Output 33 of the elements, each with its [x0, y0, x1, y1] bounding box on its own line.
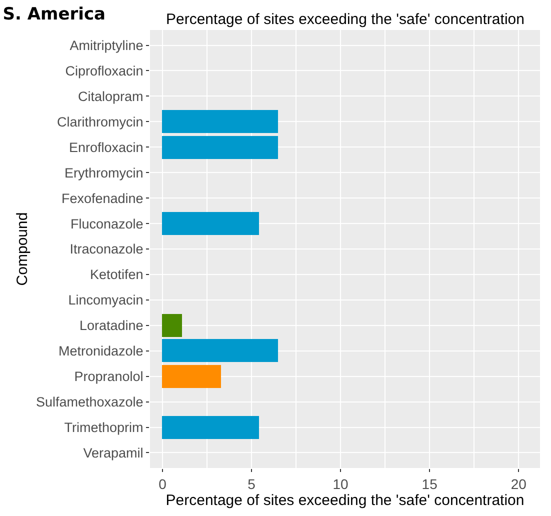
x-tick-label: 10: [332, 476, 349, 492]
bar: [162, 365, 221, 388]
y-tick-label: Ketotifen: [90, 267, 144, 282]
bar: [162, 212, 259, 235]
bar: [162, 136, 278, 159]
y-tick-label: Clarithromycin: [57, 114, 144, 130]
y-tick-label: Sulfamethoxazole: [36, 394, 144, 410]
y-tick-label: Fluconazole: [70, 216, 144, 232]
y-tick-label: Lincomyacin: [68, 292, 144, 308]
y-tick-label: Citalopram: [78, 88, 144, 104]
y-tick-label: Fexofenadine: [61, 190, 144, 206]
y-tick-label: Erythromycin: [64, 165, 144, 180]
bar: [162, 314, 182, 337]
bar: [162, 416, 259, 439]
y-axis-title: Compound: [14, 212, 32, 286]
y-tick-label: Trimethoprim: [64, 420, 144, 435]
x-axis-title: Percentage of sites exceeding the 'safe' concentration: [166, 492, 524, 509]
y-tick-label: Propranolol: [74, 369, 144, 384]
bar: [162, 110, 278, 133]
y-tick-label: Loratadine: [79, 318, 144, 334]
y-tick-label: Enrofloxacin: [69, 140, 144, 155]
y-tick-label: Verapamil: [83, 445, 144, 460]
chart-title: S. America: [2, 4, 106, 25]
y-tick-label: Metronidazole: [58, 344, 144, 359]
x-tick-label: 15: [422, 476, 438, 492]
x-tick-label: 5: [248, 476, 256, 492]
x-tick-label: 0: [158, 476, 167, 492]
x-tick-label: 20: [510, 476, 527, 492]
bar: [162, 339, 278, 362]
y-tick-label: Ciprofloxacin: [65, 63, 144, 78]
y-tick-label: Itraconazole: [70, 242, 144, 257]
y-tick-label: Amitriptyline: [70, 38, 144, 54]
text: Percentage of sites exceeding the 'safe' concentration: [166, 11, 524, 28]
